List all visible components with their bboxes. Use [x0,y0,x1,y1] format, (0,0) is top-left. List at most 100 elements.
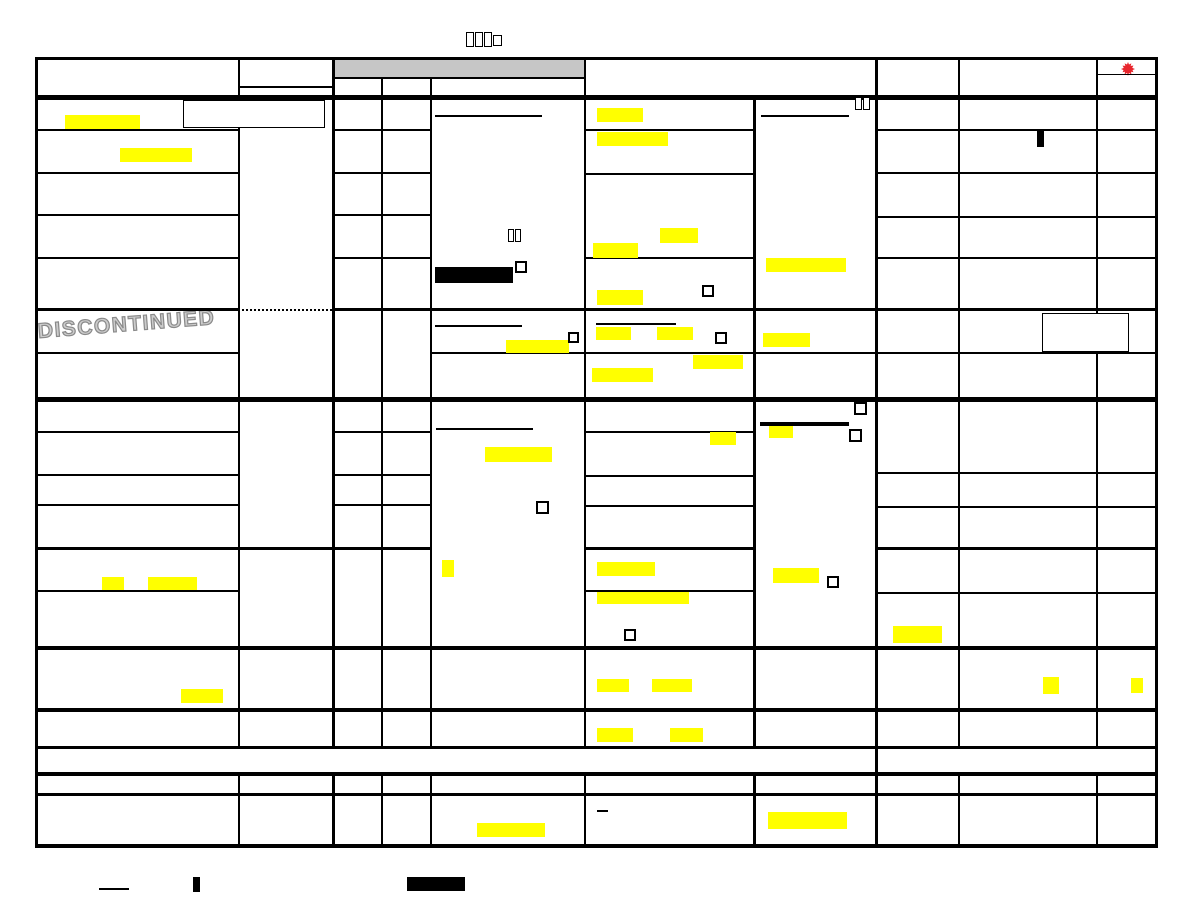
grid-line-horizontal [35,57,1155,60]
yellow-highlight-mark [485,447,552,462]
checkbox[interactable] [624,629,636,641]
yellow-highlight-mark [769,426,793,438]
grid-line-vertical [584,57,586,748]
grid-line-horizontal [35,844,1155,848]
grid-line-vertical [381,77,383,748]
yellow-highlight-mark [1131,678,1143,693]
missing-glyph-box [493,35,502,46]
yellow-highlight-mark [660,228,698,243]
checkbox[interactable] [827,576,839,588]
grid-line-horizontal [35,172,238,174]
yellow-highlight-mark [148,577,197,590]
yellow-highlight-mark [657,327,693,340]
yellow-highlight-mark [597,132,668,146]
yellow-highlight-mark [597,290,643,305]
grid-line-horizontal [238,86,332,88]
grid-line-horizontal [35,397,1155,402]
grid-line-horizontal [584,590,753,592]
grid-line-horizontal [875,257,1155,259]
grid-line-horizontal [35,708,1155,712]
missing-glyph-box [855,97,862,110]
canada-flag-icon [1110,59,1145,79]
grid-line-horizontal [584,505,753,507]
grid-line-vertical [430,772,432,844]
grid-line-vertical [1096,57,1098,748]
grid-line-horizontal [35,474,238,476]
grid-line-vertical [1096,772,1098,844]
text-underline-rule [435,115,542,117]
yellow-highlight-mark [766,258,846,272]
grid-line-horizontal [35,352,238,354]
yellow-highlight-mark [120,148,192,162]
yellow-highlight-mark [893,626,942,643]
grid-line-horizontal [584,173,753,175]
yellow-highlight-mark [597,592,689,604]
grid-line-horizontal [35,257,238,259]
yellow-highlight-mark [597,108,643,122]
black-redaction-bar [1037,131,1044,147]
grid-line-horizontal [875,129,1155,131]
checkbox[interactable] [715,332,727,344]
grid-line-vertical [332,57,335,748]
text-underline-rule [760,422,849,426]
grid-line-horizontal [875,592,1155,594]
grid-line-vertical [332,772,335,844]
grid-line-vertical [875,57,878,844]
grid-line-horizontal [332,77,584,79]
checkbox[interactable] [568,332,579,343]
text-underline-rule [99,888,129,890]
yellow-highlight-mark [102,577,124,590]
grid-line-vertical [958,772,960,844]
grid-line-horizontal [875,172,1155,174]
yellow-highlight-mark [768,812,847,829]
black-redaction-bar [407,877,465,891]
missing-glyph-box [508,229,514,242]
grid-line-horizontal [875,547,1155,550]
checkbox[interactable] [854,402,867,415]
grid-line-vertical [381,772,383,844]
grid-line-horizontal [875,472,1155,474]
text-underline-rule [435,325,522,327]
checkbox[interactable] [515,261,527,273]
grid-line-horizontal [35,95,1155,100]
checkbox[interactable] [849,429,862,442]
grid-line-horizontal [35,547,430,550]
flag-white-center [1119,59,1136,79]
missing-glyph-box [466,32,474,47]
grid-line-vertical [238,772,240,844]
grid-line-horizontal [332,308,1155,311]
black-redaction-bar [435,267,513,283]
grid-line-horizontal [584,475,753,477]
grid-line-horizontal [35,646,1155,650]
grid-line-vertical [238,57,240,748]
grid-line-vertical [753,772,756,844]
checkbox[interactable] [536,501,549,514]
grid-line-horizontal [875,506,1155,508]
checkbox[interactable] [702,285,714,297]
dotted-divider-line [238,309,332,311]
missing-glyph-box [863,97,870,110]
grid-line-vertical [753,95,756,748]
grid-line-horizontal [584,257,753,259]
grid-line-horizontal [35,504,238,506]
yellow-highlight-mark [597,679,629,692]
yellow-highlight-mark [442,560,454,577]
maple-leaf-icon [1120,62,1135,76]
missing-glyph-box [475,32,483,47]
yellow-highlight-mark [773,568,819,583]
yellow-highlight-mark [693,355,743,369]
yellow-highlight-mark [596,327,631,340]
grid-line-horizontal [584,547,753,550]
grid-line-horizontal [35,129,238,131]
missing-glyph-box [484,32,492,47]
grid-line-horizontal [35,308,238,311]
overlaid-blank-box [183,100,325,128]
yellow-highlight-mark [763,333,810,347]
grid-line-horizontal [875,216,1155,218]
flag-red-bar-left [1110,59,1119,79]
header-shaded-band [334,58,584,79]
grid-line-vertical [1155,57,1158,848]
grid-line-horizontal [35,772,1155,776]
grid-line-vertical [584,772,586,844]
